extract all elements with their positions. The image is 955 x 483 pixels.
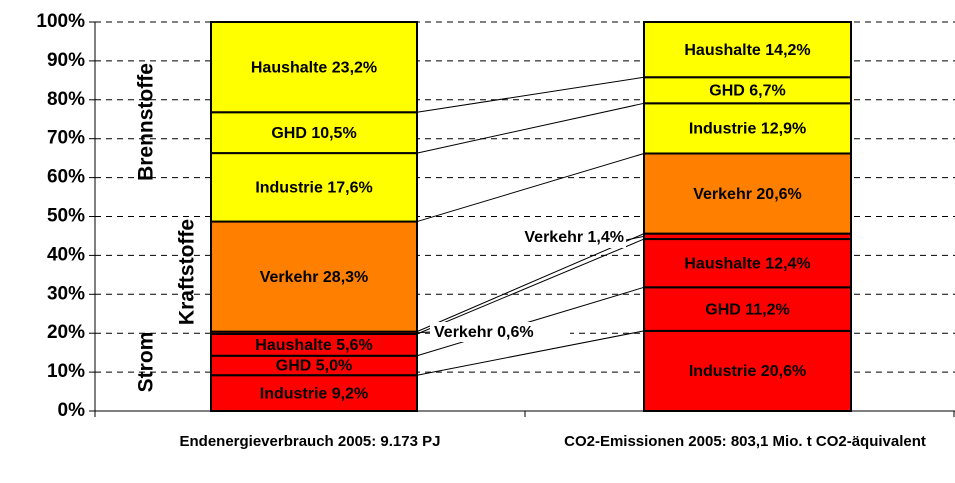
bar-segment bbox=[210, 374, 418, 413]
bar-segment bbox=[643, 238, 852, 289]
y-tick-label: 60% bbox=[47, 167, 85, 188]
value-label: Haushalte 12,4% bbox=[684, 255, 810, 272]
group-label: Brennstoffe bbox=[135, 63, 158, 181]
y-tick-label: 90% bbox=[47, 50, 85, 71]
y-tick-label: 0% bbox=[58, 400, 86, 421]
value-label: Verkehr 0,6% bbox=[434, 324, 534, 341]
bar-segment bbox=[210, 111, 418, 155]
connector-line bbox=[416, 233, 645, 333]
y-tick-label: 100% bbox=[36, 11, 85, 32]
value-label: Industrie 12,9% bbox=[689, 121, 806, 138]
bar-segment bbox=[210, 21, 418, 114]
connector-line bbox=[416, 76, 645, 113]
value-label: GHD 5,0% bbox=[276, 358, 352, 375]
bar-segment bbox=[643, 152, 852, 235]
leader-line bbox=[625, 235, 645, 241]
group-label: Kraftstoffe bbox=[176, 219, 199, 325]
connector-line bbox=[416, 153, 645, 223]
value-label: Verkehr 1,4% bbox=[524, 229, 624, 246]
connector-line bbox=[416, 286, 645, 357]
value-label: Industrie 9,2% bbox=[260, 385, 368, 402]
group-label: Strom bbox=[135, 332, 158, 393]
y-tick-label: 80% bbox=[47, 89, 85, 110]
bar-segment bbox=[643, 329, 852, 412]
y-tick-label: 70% bbox=[47, 128, 85, 149]
value-label: Haushalte 14,2% bbox=[684, 42, 810, 59]
bar-segment bbox=[210, 152, 418, 223]
bar-segment bbox=[210, 220, 418, 333]
connector-line bbox=[416, 330, 645, 376]
value-label: GHD 6,7% bbox=[709, 82, 785, 99]
y-tick-label: 30% bbox=[47, 283, 85, 304]
value-label: Verkehr 28,3% bbox=[260, 269, 369, 286]
y-tick-label: 50% bbox=[47, 206, 85, 227]
value-label: Industrie 20,6% bbox=[689, 363, 806, 380]
bar-segment bbox=[643, 286, 852, 332]
y-tick-label: 20% bbox=[47, 322, 85, 343]
value-label: Haushalte 23,2% bbox=[251, 59, 377, 76]
label-bg bbox=[488, 228, 626, 248]
value-label: GHD 11,2% bbox=[705, 301, 789, 318]
value-label: Haushalte 5,6% bbox=[255, 337, 372, 354]
value-label: GHD 10,5% bbox=[271, 125, 356, 142]
value-label: Industrie 17,6% bbox=[255, 180, 372, 197]
x-category-label: CO2-Emissionen 2005: 803,1 Mio. t CO2-äq… bbox=[564, 433, 926, 450]
leader-line bbox=[416, 331, 431, 334]
x-category-label: Endenergieverbrauch 2005: 9.173 PJ bbox=[179, 433, 441, 450]
bar-segment bbox=[643, 21, 852, 79]
label-bg bbox=[430, 322, 570, 342]
y-tick-label: 10% bbox=[47, 361, 85, 382]
connector-line bbox=[416, 102, 645, 154]
bar-segment bbox=[643, 102, 852, 155]
value-label: Verkehr 20,6% bbox=[693, 186, 802, 203]
y-tick-label: 40% bbox=[47, 244, 85, 265]
connector-line bbox=[416, 238, 645, 335]
